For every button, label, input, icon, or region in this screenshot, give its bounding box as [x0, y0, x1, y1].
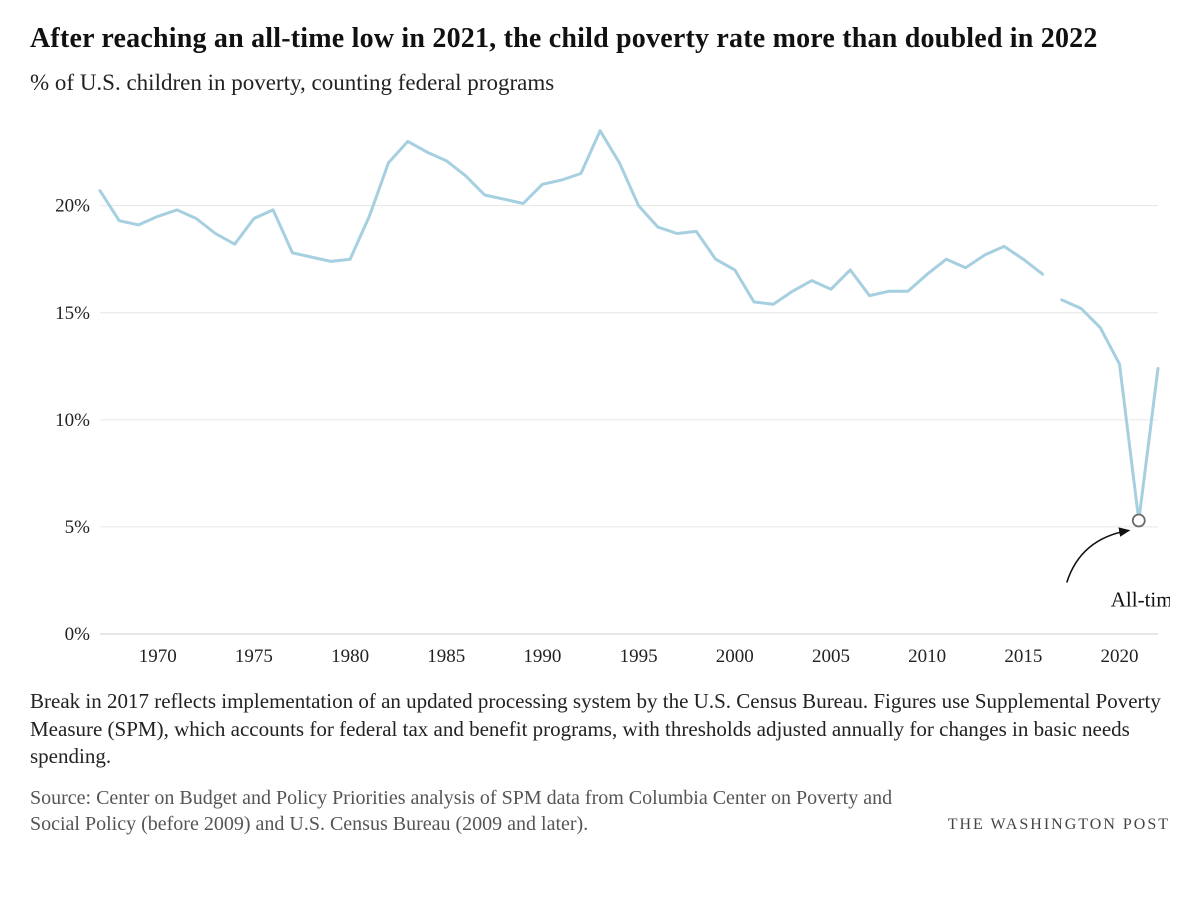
series-line	[1062, 300, 1158, 521]
chart-subtitle: % of U.S. children in poverty, counting …	[30, 69, 1170, 98]
annotation-marker	[1133, 514, 1145, 526]
x-tick-label: 2015	[1004, 646, 1042, 667]
chart-note: Break in 2017 reflects implementation of…	[30, 688, 1170, 771]
x-tick-label: 2005	[812, 646, 850, 667]
y-tick-label: 20%	[55, 195, 90, 216]
chart-page: After reaching an all-time low in 2021, …	[0, 0, 1200, 910]
chart-footer: Source: Center on Budget and Policy Prio…	[30, 785, 1170, 838]
series-line	[100, 130, 1043, 304]
chart-title: After reaching an all-time low in 2021, …	[30, 22, 1170, 55]
brand-label: THE WASHINGTON POST	[948, 816, 1170, 838]
x-tick-label: 1980	[331, 646, 369, 667]
x-tick-label: 1975	[235, 646, 273, 667]
y-tick-label: 15%	[55, 303, 90, 324]
y-tick-label: 5%	[65, 517, 91, 538]
x-tick-label: 2000	[716, 646, 754, 667]
chart-area: 0% 5% 10% 15% 20% 1970 1975 1980 1985 1990 1995 200…	[30, 102, 1170, 674]
y-tick-label: 10%	[55, 410, 90, 431]
source-text: Source: Center on Budget and Policy Prio…	[30, 785, 924, 838]
x-tick-label: 1990	[523, 646, 561, 667]
x-tick-label: 1995	[620, 646, 658, 667]
y-tick-label: 0%	[65, 624, 91, 645]
x-tick-label: 2020	[1101, 646, 1139, 667]
x-tick-label: 2010	[908, 646, 946, 667]
annotation-label: All-time low	[1111, 587, 1170, 611]
annotation-arrow	[1067, 530, 1129, 582]
line-chart-svg: 0% 5% 10% 15% 20% 1970 1975 1980 1985 1990 1995 200…	[30, 102, 1170, 674]
x-tick-label: 1985	[427, 646, 465, 667]
x-tick-label: 1970	[139, 646, 177, 667]
